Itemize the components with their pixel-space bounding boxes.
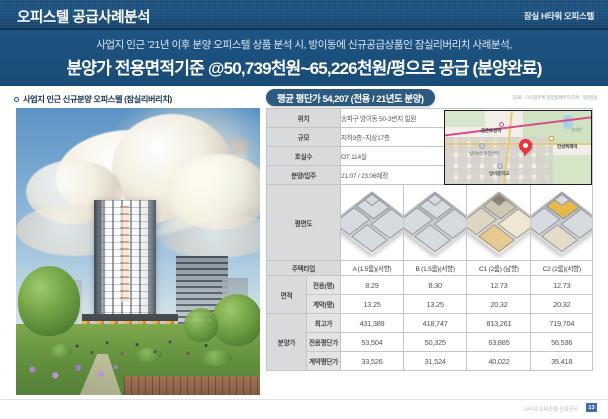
info-label-3: 분양/입주 — [266, 165, 341, 185]
floorplan-row: 평면도 — [266, 184, 593, 261]
floorplan-thumb-b — [402, 184, 468, 261]
cell-2-0: 431,389 — [340, 313, 404, 333]
shrub — [50, 344, 72, 359]
info-label-2: 호실수 — [266, 146, 341, 166]
cell-4-1: 31,524 — [402, 351, 468, 371]
map-label-bangi-middle-school: 방이중학교 — [489, 171, 510, 176]
page-number-badge: 13 — [586, 403, 597, 412]
cell-4-3: 35,418 — [530, 351, 593, 371]
cell-0-1: 8.30 — [402, 275, 468, 295]
header-project-label: 잠실 H타워 오피스텔 — [523, 11, 594, 21]
cell-3-3: 56,536 — [530, 332, 593, 352]
building-rendering-image — [16, 108, 260, 395]
table-row: 계약(평) 13.25 13.25 20.32 20.32 — [267, 294, 593, 314]
lens-flare — [226, 134, 252, 160]
map-label-mongchontoseong: 몽촌토성역 — [481, 128, 502, 133]
subway-station-icon — [499, 122, 504, 127]
cell-1-1: 13.25 — [402, 294, 468, 314]
cell-3-2: 63,885 — [466, 332, 532, 352]
cell-0-3: 12.73 — [530, 275, 593, 295]
floorplan-thumb-c1 — [466, 184, 532, 261]
map-city-blocks — [445, 137, 553, 184]
type-header-c2: C2 (2룸)(서향) — [530, 260, 593, 276]
tree — [18, 266, 80, 336]
cell-1-0: 13.25 — [340, 294, 404, 314]
tree — [212, 294, 260, 346]
floorplan-row-label: 평면도 — [266, 184, 341, 261]
source-note: [자료 : 각사업주체 분양홈페이지/단위 : 평/천원] — [512, 95, 598, 100]
type-header-row: 주택타입 A (1.5룸)(서향) B (1.5룸)(서향) C1 (2룸) (… — [266, 260, 593, 276]
type-row-label: 주택타입 — [266, 260, 341, 276]
map-label-seongnaecheon: 성내천 — [571, 127, 582, 132]
banner-headline: 분양가 전용면적기준 @50,739천원~65,226천원/평으로 공급 (분양… — [66, 59, 542, 78]
cell-1-2: 20.32 — [466, 294, 532, 314]
type-header-c1: C1 (2룸) (남향) — [466, 260, 532, 276]
type-header-a: A (1.5룸)(서향) — [340, 260, 404, 276]
tower-right-edge — [148, 200, 156, 322]
cell-3-0: 53,504 — [340, 332, 404, 352]
row-label-2: 최고가 — [306, 313, 341, 333]
row-label-0: 전용(평) — [306, 275, 341, 295]
cell-2-1: 418,747 — [402, 313, 468, 333]
title-banner: 사업지 인근 ’21년 이후 분양 오피스텔 상품 분석 시, 방이동에 신규공… — [0, 30, 608, 86]
cell-4-0: 33,526 — [340, 351, 404, 371]
flower-bed — [20, 360, 124, 384]
bullet-icon — [14, 96, 19, 102]
tower-left-edge — [94, 200, 104, 322]
footer-bar: H타워 오피스텔 신축공사 13 — [0, 399, 608, 419]
cell-2-3: 719,704 — [530, 313, 593, 333]
section-heading: 사업지 인근 신규분양 오피스텔 (잠실리버리치) — [14, 93, 172, 105]
table-row: 면적 전용(평) 8.29 8.30 12.73 12.73 — [266, 275, 593, 314]
group-label-price: 분양가 — [266, 313, 307, 371]
cell-0-2: 12.73 — [466, 275, 532, 295]
floorplan-thumb-a — [340, 184, 404, 261]
info-label-1: 규모 — [266, 127, 341, 147]
cell-2-2: 813,261 — [466, 313, 532, 333]
map-label-bangi-center: 방이2동주민센터 — [469, 151, 500, 156]
location-map: 몽촌토성역 방이2동주민센터 방이중학교 한성백제역 성내천 — [444, 110, 592, 185]
poi-icon — [497, 163, 503, 169]
type-header-b: B (1.5룸)(서향) — [402, 260, 468, 276]
map-water-body — [563, 115, 573, 129]
map-green-area — [445, 111, 485, 127]
poi-icon — [479, 143, 485, 149]
section-heading-label: 사업지 인근 신규분양 오피스텔 (잠실리버리치) — [23, 95, 172, 104]
cell-3-1: 50,325 — [402, 332, 468, 352]
table-row: 분양가 최고가 431,389 418,747 813,261 719,704 — [266, 313, 593, 371]
table-row: 계약평단가 33,526 31,524 40,022 35,418 — [267, 351, 593, 371]
banner-subtitle: 사업지 인근 ’21년 이후 분양 오피스텔 상품 분석 시, 방이동에 신규공… — [96, 39, 512, 51]
floorplan-thumb-c2 — [530, 184, 593, 261]
header-bar: 오피스텔 공급사례분석 잠실 H타워 오피스텔 — [0, 0, 608, 30]
group-label-area: 면적 — [266, 275, 307, 314]
cell-1-3: 20.32 — [530, 294, 593, 314]
row-label-1: 계약(평) — [306, 294, 341, 314]
row-label-4: 계약평단가 — [306, 351, 341, 371]
table-row: 전용평단가 53,504 50,325 63,885 56,536 — [267, 332, 593, 352]
cell-0-0: 8.29 — [340, 275, 404, 295]
row-label-3: 전용평단가 — [306, 332, 341, 352]
footer-project-label: H타워 오피스텔 신축공사 — [524, 407, 578, 413]
wooden-deck — [124, 376, 260, 395]
tower-accent-stripe — [120, 206, 129, 302]
people-figures — [68, 330, 218, 362]
average-price-badge: 평균 평단가 54,207 (전용 / 21년도 분양) — [266, 89, 435, 106]
page-title: 오피스텔 공급사례분석 — [17, 10, 151, 26]
main-tower — [94, 200, 156, 322]
subway-station-icon — [549, 136, 554, 141]
cell-4-2: 40,022 — [466, 351, 532, 371]
info-label-0: 위치 — [266, 108, 341, 128]
map-label-hanseongbaekje: 한성백제역 — [557, 144, 578, 149]
